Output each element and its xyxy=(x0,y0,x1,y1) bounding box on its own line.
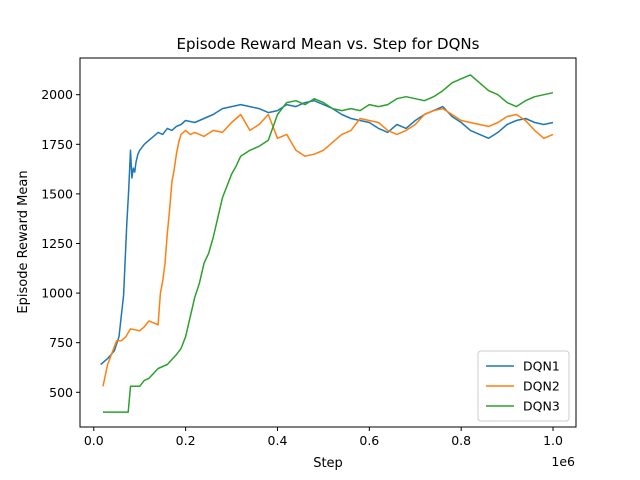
legend-label-dqn1: DQN1 xyxy=(523,359,560,374)
x-axis-label: Step xyxy=(313,456,343,471)
series-line-dqn2 xyxy=(102,107,554,387)
y-tick-label: 500 xyxy=(49,385,73,400)
x-tick-label: 0.0 xyxy=(84,433,104,448)
y-tick-label: 1000 xyxy=(41,286,73,301)
x-tick-label: 0.6 xyxy=(359,433,379,448)
x-axis-offset-label: 1e6 xyxy=(551,454,575,469)
series-line-dqn1 xyxy=(100,99,554,366)
x-tick-label: 1.0 xyxy=(543,433,563,448)
legend-label-dqn2: DQN2 xyxy=(523,379,560,394)
x-tick-label: 0.8 xyxy=(451,433,471,448)
y-axis-label: Episode Reward Mean xyxy=(16,170,31,313)
chart-title: Episode Reward Mean vs. Step for DQNs xyxy=(177,35,480,53)
legend: DQN1 DQN2 DQN3 xyxy=(477,350,570,422)
legend-box xyxy=(477,350,570,422)
y-tick-label: 1250 xyxy=(41,236,73,251)
plot-frame xyxy=(79,57,577,428)
y-tick-label: 750 xyxy=(49,335,73,350)
series-layer xyxy=(100,74,554,413)
y-tick-label: 2000 xyxy=(41,87,73,102)
x-axis: 0.0 0.2 0.4 0.6 0.8 1.0 xyxy=(84,427,563,448)
y-tick-label: 1500 xyxy=(41,186,73,201)
y-tick-label: 1750 xyxy=(41,137,73,152)
y-axis: 500 750 1000 1250 1500 1750 2000 xyxy=(41,87,80,400)
series-line-dqn3 xyxy=(103,74,554,413)
x-tick-label: 0.4 xyxy=(268,433,288,448)
legend-label-dqn3: DQN3 xyxy=(523,399,560,414)
x-tick-label: 0.2 xyxy=(176,433,196,448)
